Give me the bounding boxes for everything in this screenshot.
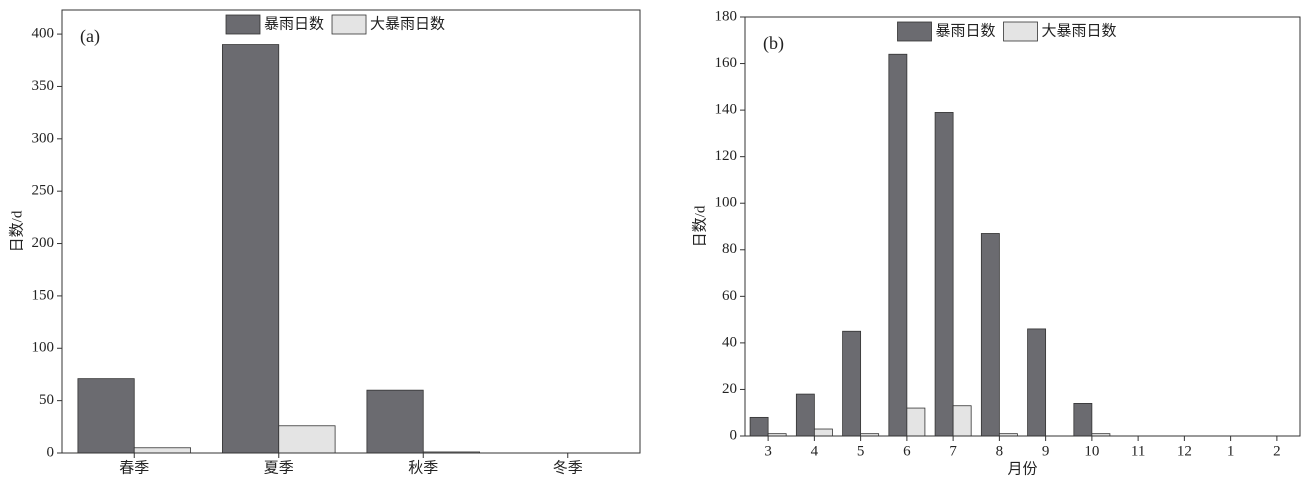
y-tick-label: 150 xyxy=(32,287,55,303)
x-tick-label: 8 xyxy=(996,443,1004,459)
plot-frame xyxy=(61,9,641,454)
legend-swatch xyxy=(331,14,367,35)
bar xyxy=(795,393,815,437)
bar xyxy=(366,389,424,454)
bar xyxy=(813,428,833,437)
y-tick-label: 120 xyxy=(715,148,738,164)
x-tick-label: 11 xyxy=(1131,443,1145,459)
y-tick-label: 0 xyxy=(730,427,738,443)
bar xyxy=(1027,328,1047,437)
x-tick-label: 5 xyxy=(857,443,865,459)
bar xyxy=(1073,403,1093,437)
y-tick-label: 20 xyxy=(722,381,737,397)
legend-label: 暴雨日数 xyxy=(264,15,324,32)
x-tick-label: 9 xyxy=(1042,443,1050,459)
bar xyxy=(749,416,769,437)
x-tick-label: 2 xyxy=(1273,443,1281,459)
legend-label: 大暴雨日数 xyxy=(1042,22,1117,39)
bar xyxy=(221,44,280,454)
panel-label: (b) xyxy=(763,33,784,54)
x-tick-label: 12 xyxy=(1177,443,1192,459)
y-tick-label: 350 xyxy=(32,78,55,94)
y-tick-label: 160 xyxy=(715,55,738,71)
y-tick-label: 400 xyxy=(32,26,55,42)
y-tick-label: 60 xyxy=(722,288,737,304)
x-tick-label: 1 xyxy=(1227,443,1235,459)
x-axis-label: 月份 xyxy=(1007,460,1037,477)
y-tick-label: 250 xyxy=(32,183,55,199)
y-axis-label: 日数/d xyxy=(691,205,708,247)
x-tick-label: 冬季 xyxy=(553,459,583,476)
x-tick-label: 夏季 xyxy=(264,459,294,476)
x-tick-label: 6 xyxy=(903,443,911,459)
plot-frame xyxy=(744,16,1301,437)
y-tick-label: 0 xyxy=(47,444,55,460)
x-tick-label: 7 xyxy=(949,443,957,459)
bar xyxy=(906,407,926,437)
y-tick-label: 80 xyxy=(722,241,737,257)
bar xyxy=(77,378,135,454)
bar xyxy=(278,425,336,454)
y-tick-label: 100 xyxy=(715,195,738,211)
y-tick-label: 180 xyxy=(715,8,738,24)
x-tick-label: 秋季 xyxy=(408,459,438,476)
bar xyxy=(888,53,908,437)
y-tick-label: 50 xyxy=(39,392,54,408)
bar xyxy=(934,112,954,437)
legend-swatch xyxy=(897,21,932,42)
bar xyxy=(952,405,972,437)
y-tick-label: 140 xyxy=(715,102,738,118)
y-tick-label: 40 xyxy=(722,334,737,350)
y-tick-label: 200 xyxy=(32,235,55,251)
x-tick-label: 10 xyxy=(1084,443,1099,459)
x-tick-label: 4 xyxy=(811,443,819,459)
legend-label: 暴雨日数 xyxy=(936,22,996,39)
x-tick-label: 春季 xyxy=(119,459,149,476)
legend-swatch xyxy=(1003,21,1038,42)
bar xyxy=(842,330,862,437)
panel-label: (a) xyxy=(80,26,100,47)
legend-label: 大暴雨日数 xyxy=(370,15,445,32)
y-tick-label: 100 xyxy=(32,340,55,356)
legend-swatch xyxy=(225,14,261,35)
y-tick-label: 300 xyxy=(32,130,55,146)
x-tick-label: 3 xyxy=(764,443,772,459)
y-axis-label: 日数/d xyxy=(8,210,25,252)
bar xyxy=(980,233,1000,437)
bar xyxy=(133,447,192,454)
